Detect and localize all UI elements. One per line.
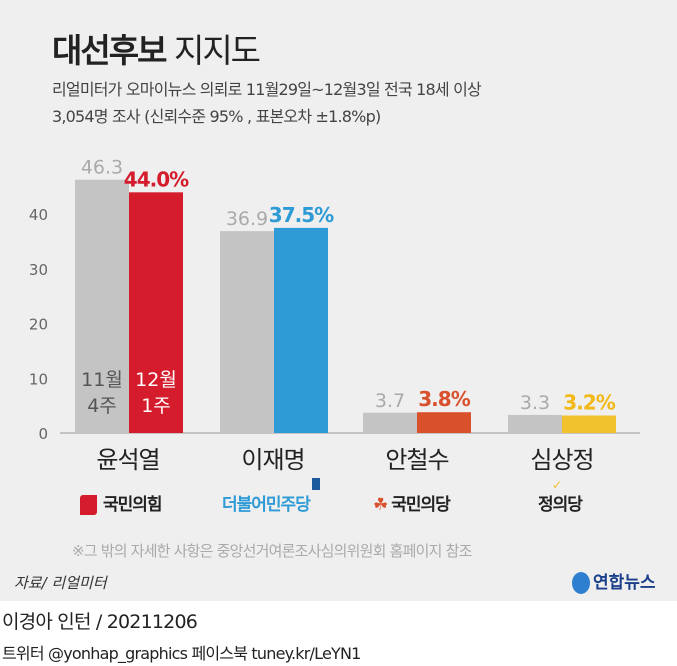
legend-current-line2: 1주: [141, 395, 171, 417]
agency-logo: 연합뉴스: [572, 568, 656, 594]
pp-logo-icon: ☘: [373, 495, 388, 515]
y-tick-label: 10: [29, 370, 48, 388]
subtitle-line-1: 리얼미터가 오마이뉴스 의뢰로 11월29일~12월3일 전국 18세 이상: [52, 80, 482, 99]
source: 자료/ 리얼미터: [14, 574, 107, 592]
data-label-previous: 3.3: [520, 392, 550, 414]
social-links: 트위터 @yonhap_graphics 페이스북 tuney.kr/LeYN1: [2, 644, 361, 663]
bar-current: [129, 192, 183, 433]
party-logo-ppp: 국민의힘: [80, 490, 163, 515]
bar-chart: 0 10 20 30 40 46.3 44.0% 36.9 37.5% 3.7 3.8% 3.3 3.2…: [29, 157, 640, 443]
party-logo-pp: ☘ 국민의당: [373, 495, 451, 515]
data-label-previous: 36.9: [226, 208, 268, 230]
candidate-label: 윤석열: [96, 446, 160, 474]
subtitle-line-2: 3,054명 조사 (신뢰수준 95% , 표본오차 ±1.8%p): [52, 107, 381, 126]
data-label-current: 37.5%: [269, 203, 334, 227]
y-tick-label: 40: [29, 206, 48, 224]
legend-previous-line1: 11월: [81, 369, 123, 391]
data-label-current: 3.8%: [418, 387, 470, 411]
candidate-label: 이재명: [241, 446, 305, 474]
data-label-current: 3.2%: [563, 390, 615, 414]
candidate-label: 안철수: [385, 446, 449, 474]
bar-current: [417, 412, 471, 433]
bar-previous: [220, 231, 274, 433]
page-title: 대선후보 지지도: [52, 31, 261, 70]
data-label-previous: 3.7: [375, 390, 405, 412]
bar-previous: [75, 179, 129, 433]
party-logo-justice: 정의당 ✓: [538, 478, 583, 515]
data-label-previous: 46.3: [81, 157, 123, 179]
data-label-current: 44.0%: [124, 167, 189, 191]
y-tick-label: 0: [38, 425, 48, 443]
candidate-label: 심상정: [530, 446, 594, 474]
footnote: ※그 밖의 자세한 사항은 중앙선거여론조사심의위원회 홈페이지 참조: [72, 542, 472, 560]
yonhap-logo-icon: [572, 572, 590, 594]
check-icon: ✓: [552, 478, 562, 492]
y-tick-label: 30: [29, 261, 48, 279]
ppp-logo-icon: [80, 495, 97, 515]
dpk-flag-icon: [311, 478, 320, 490]
legend-current-line1: 12월: [135, 369, 177, 391]
bar-previous: [363, 412, 417, 433]
y-tick-label: 20: [29, 316, 48, 334]
bar-current: [562, 415, 616, 433]
bar-previous: [508, 414, 562, 433]
party-logo-dpk: 더불어민주당: [222, 478, 320, 515]
author-credit: 이경아 인턴 / 20211206: [2, 611, 198, 633]
bar-current: [274, 227, 328, 433]
legend-previous-line2: 4주: [87, 395, 117, 417]
